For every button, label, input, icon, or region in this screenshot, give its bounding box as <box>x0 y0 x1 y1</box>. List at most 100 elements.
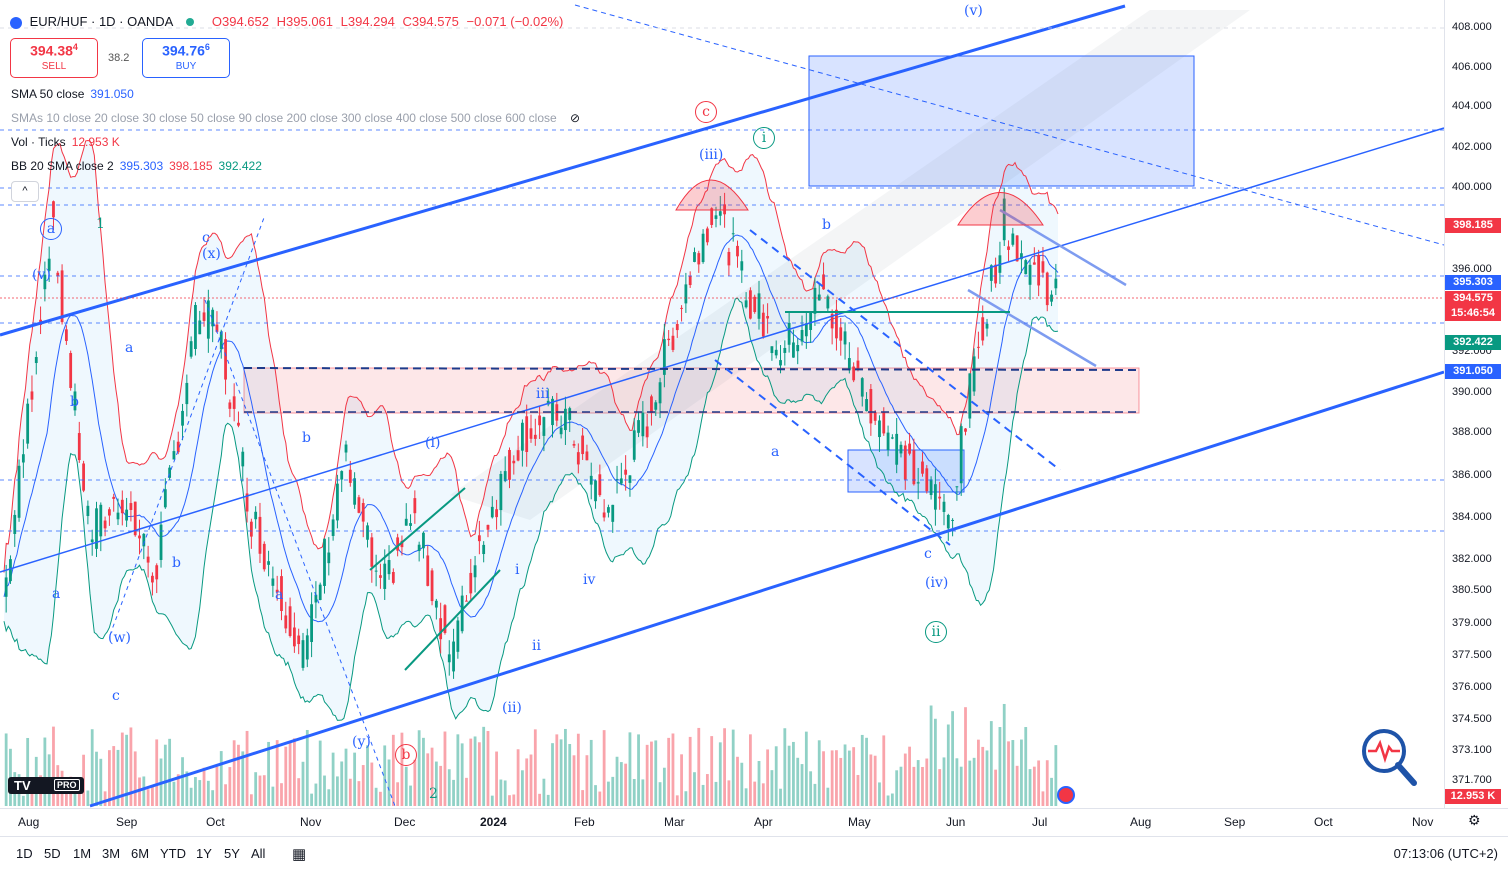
price-tick-label: 396.000 <box>1452 263 1492 275</box>
candle-body <box>933 484 937 510</box>
events-marker-icon[interactable] <box>1057 786 1075 804</box>
tv-logo-icon: TV <box>14 778 31 793</box>
candle-body <box>288 606 292 636</box>
candle-body <box>873 412 877 421</box>
candle-body <box>847 358 851 371</box>
time-axis[interactable] <box>0 808 1508 835</box>
candle-body <box>4 577 8 597</box>
candle-body <box>103 520 107 529</box>
candle-body <box>856 360 860 370</box>
timeframe-button[interactable]: 5Y <box>224 846 240 861</box>
candle-body <box>73 391 77 411</box>
candle-body <box>297 635 301 645</box>
volume-bar <box>624 763 628 806</box>
volume-bar <box>817 740 821 806</box>
volume-bar <box>1041 791 1045 806</box>
candle-body <box>90 539 94 543</box>
candle-body <box>804 323 808 337</box>
candle-body <box>1020 253 1023 260</box>
candle-body <box>344 444 348 453</box>
candle-body <box>581 435 585 455</box>
volume-bar <box>520 770 524 806</box>
price-tag: 395.303 <box>1445 275 1501 290</box>
pitchfork-fill <box>450 10 1250 520</box>
volume-bar <box>654 740 658 806</box>
volume-bar <box>546 794 550 806</box>
collapse-legend-button[interactable]: ^ <box>11 181 39 202</box>
volume-bar <box>581 790 585 806</box>
indicator-volume[interactable]: Vol · Ticks 12.953 K <box>11 135 120 149</box>
candle-body <box>705 228 709 243</box>
volume-bar <box>740 762 744 806</box>
candle-body <box>869 389 873 424</box>
volume-bar <box>693 772 696 806</box>
candle-body <box>981 317 985 341</box>
candle-body <box>822 274 825 290</box>
volume-bar <box>1015 765 1019 806</box>
candle-body <box>753 296 757 313</box>
candle-body <box>792 342 795 358</box>
buy-button[interactable]: 394.766 BUY <box>142 38 230 78</box>
timeframe-button[interactable]: 6M <box>131 846 150 861</box>
candle-body <box>839 327 843 341</box>
timeframe-button[interactable]: 5D <box>44 846 61 861</box>
candle-body <box>254 511 258 520</box>
candle-body <box>787 322 791 345</box>
timeframe-button[interactable]: 1M <box>73 846 92 861</box>
candle-body <box>434 600 438 608</box>
indicator-sma50[interactable]: SMA 50 close 391.050 <box>11 87 134 101</box>
volume-bar <box>271 786 275 806</box>
volume-bar <box>469 738 473 806</box>
candle-body <box>757 293 761 319</box>
volume-bar <box>503 780 507 806</box>
indicator-bollinger[interactable]: BB 20 SMA close 2 395.303 398.185 392.422 <box>11 159 262 173</box>
candle-body <box>508 449 511 480</box>
candle-body <box>890 437 894 439</box>
timeframe-button[interactable]: 1D <box>16 846 33 861</box>
volume-bar <box>860 734 864 806</box>
price-tick-label: 374.500 <box>1452 713 1492 725</box>
ohlc-change: −0.071 (−0.02%) <box>466 14 564 29</box>
sell-button[interactable]: 394.384 SELL <box>10 38 98 78</box>
candle-body <box>86 505 90 517</box>
candle-body <box>327 552 331 564</box>
volume-bar <box>809 771 813 806</box>
volume-bar <box>1002 703 1006 806</box>
wave-label: (v) <box>964 3 983 19</box>
candle-body <box>219 331 223 350</box>
timeframe-button[interactable]: 3M <box>102 846 121 861</box>
date-range-calendar-icon[interactable]: ▦ <box>292 846 307 863</box>
clock[interactable]: 07:13:06 (UTC+2) <box>1393 846 1498 861</box>
wave-label: i <box>753 127 775 149</box>
candle-body <box>710 208 714 225</box>
candle-body <box>572 443 576 446</box>
candle-body <box>430 570 434 602</box>
volume-bar <box>744 788 748 806</box>
magnifier-activity-icon[interactable] <box>1360 727 1417 786</box>
volume-bar <box>129 727 133 806</box>
candle-body <box>482 544 486 555</box>
timeframe-button[interactable]: All <box>251 846 266 861</box>
indicator-smas[interactable]: SMAs 10 close 20 close 30 close 50 close… <box>11 111 580 125</box>
volume-bar <box>456 734 460 806</box>
settings-gear-icon[interactable]: ⚙ <box>1468 812 1481 828</box>
hidden-eye-icon[interactable]: ⊘ <box>570 111 581 125</box>
timeframe-button[interactable]: YTD <box>160 846 186 861</box>
volume-bar <box>95 751 98 806</box>
price-tick-label: 406.000 <box>1452 61 1492 73</box>
candle-body <box>30 391 34 400</box>
price-axis[interactable] <box>1444 0 1508 808</box>
price-tick-label: 404.000 <box>1452 100 1492 112</box>
timeframe-button[interactable]: 1Y <box>196 846 212 861</box>
candle-body <box>964 428 967 432</box>
volume-bar <box>852 747 856 806</box>
candle-body <box>413 498 417 514</box>
candle-body <box>47 258 51 271</box>
volume-bar <box>26 737 30 806</box>
candle-body <box>34 357 38 364</box>
candle-body <box>865 399 868 412</box>
symbol-title[interactable]: EUR/HUF · 1D · OANDA <box>29 14 173 29</box>
volume-bar <box>426 753 430 806</box>
candle-body <box>314 594 318 603</box>
